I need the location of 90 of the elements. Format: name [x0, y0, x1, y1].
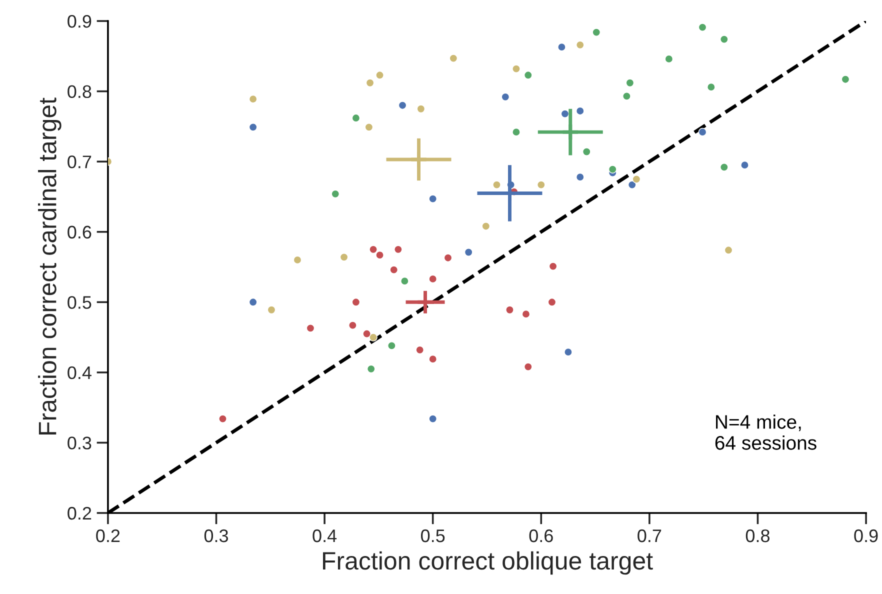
- annotation: N=4 mice, 64 sessions: [715, 414, 816, 450]
- point: [428, 414, 437, 423]
- y-tick-label: 0.5: [68, 296, 92, 309]
- point: [608, 165, 617, 174]
- point: [558, 42, 566, 52]
- point: [628, 180, 636, 189]
- y-tick-label: 0.9: [68, 14, 92, 28]
- point: [512, 64, 520, 73]
- point: [524, 362, 532, 371]
- point: [352, 298, 360, 306]
- point: [293, 256, 302, 264]
- point: [524, 70, 532, 80]
- y-tick-label: 0.2: [68, 506, 92, 520]
- y-tick-label: 0.8: [68, 85, 92, 98]
- point: [841, 75, 850, 84]
- point: [740, 160, 749, 170]
- x-tick-label: 0.6: [529, 529, 553, 542]
- y-tick-label: 0.6: [68, 226, 92, 239]
- point: [390, 266, 398, 274]
- point: [366, 78, 374, 88]
- point: [492, 180, 501, 189]
- point: [348, 321, 357, 330]
- point: [428, 194, 437, 203]
- point: [444, 254, 452, 262]
- point: [449, 54, 458, 62]
- point: [707, 82, 716, 92]
- point: [720, 35, 728, 44]
- point: [248, 122, 258, 132]
- x-tick-label: 0.5: [421, 529, 445, 542]
- point: [592, 28, 601, 36]
- point: [576, 172, 584, 182]
- point: [369, 333, 378, 342]
- x-axis-title: Fraction correct oblique target: [323, 551, 653, 575]
- x-tick-label: 0.4: [312, 529, 337, 542]
- point: [394, 245, 402, 254]
- point: [409, 150, 428, 169]
- point: [267, 306, 276, 314]
- point: [362, 330, 371, 338]
- x-tick-label: 0.3: [204, 529, 228, 542]
- point: [548, 298, 556, 306]
- point: [698, 23, 707, 32]
- point: [416, 104, 426, 114]
- point: [388, 342, 396, 350]
- point: [340, 253, 348, 262]
- point: [626, 78, 634, 88]
- point: [561, 122, 580, 142]
- point: [512, 128, 520, 136]
- point: [369, 245, 378, 254]
- y-tick-label: 0.4: [68, 366, 92, 380]
- point: [564, 348, 572, 356]
- point: [428, 274, 437, 284]
- point: [536, 180, 546, 189]
- point: [306, 324, 315, 332]
- point: [622, 92, 631, 100]
- point: [416, 292, 435, 312]
- y-tick-label: 0.3: [68, 436, 92, 450]
- point: [428, 354, 437, 364]
- point: [560, 110, 570, 118]
- point: [698, 128, 707, 136]
- point: [464, 248, 473, 256]
- point: [376, 250, 384, 260]
- point: [248, 298, 258, 306]
- x-tick-label: 0.7: [638, 529, 662, 542]
- point: [398, 101, 407, 110]
- point: [364, 122, 374, 132]
- point: [582, 148, 591, 156]
- point: [482, 222, 490, 230]
- x-tick-label: 0.9: [854, 529, 878, 542]
- point: [218, 414, 227, 423]
- point: [522, 310, 530, 318]
- point: [548, 262, 558, 270]
- x-tick-label: 0.2: [96, 529, 120, 542]
- point: [576, 106, 584, 116]
- x-tick-label: 0.8: [746, 529, 770, 542]
- point: [376, 70, 384, 80]
- point: [724, 246, 733, 254]
- point: [416, 346, 424, 354]
- point: [576, 40, 584, 50]
- point: [720, 163, 728, 172]
- point: [352, 114, 360, 122]
- y-tick-label: 0.7: [68, 156, 92, 168]
- y-axis-title: Fraction correct cardinal target: [38, 98, 62, 434]
- point: [664, 54, 674, 64]
- point: [400, 276, 409, 286]
- point: [632, 175, 641, 184]
- point: [248, 94, 258, 104]
- point: [331, 190, 340, 198]
- point: [366, 364, 376, 374]
- point: [506, 306, 514, 314]
- point: [501, 92, 510, 102]
